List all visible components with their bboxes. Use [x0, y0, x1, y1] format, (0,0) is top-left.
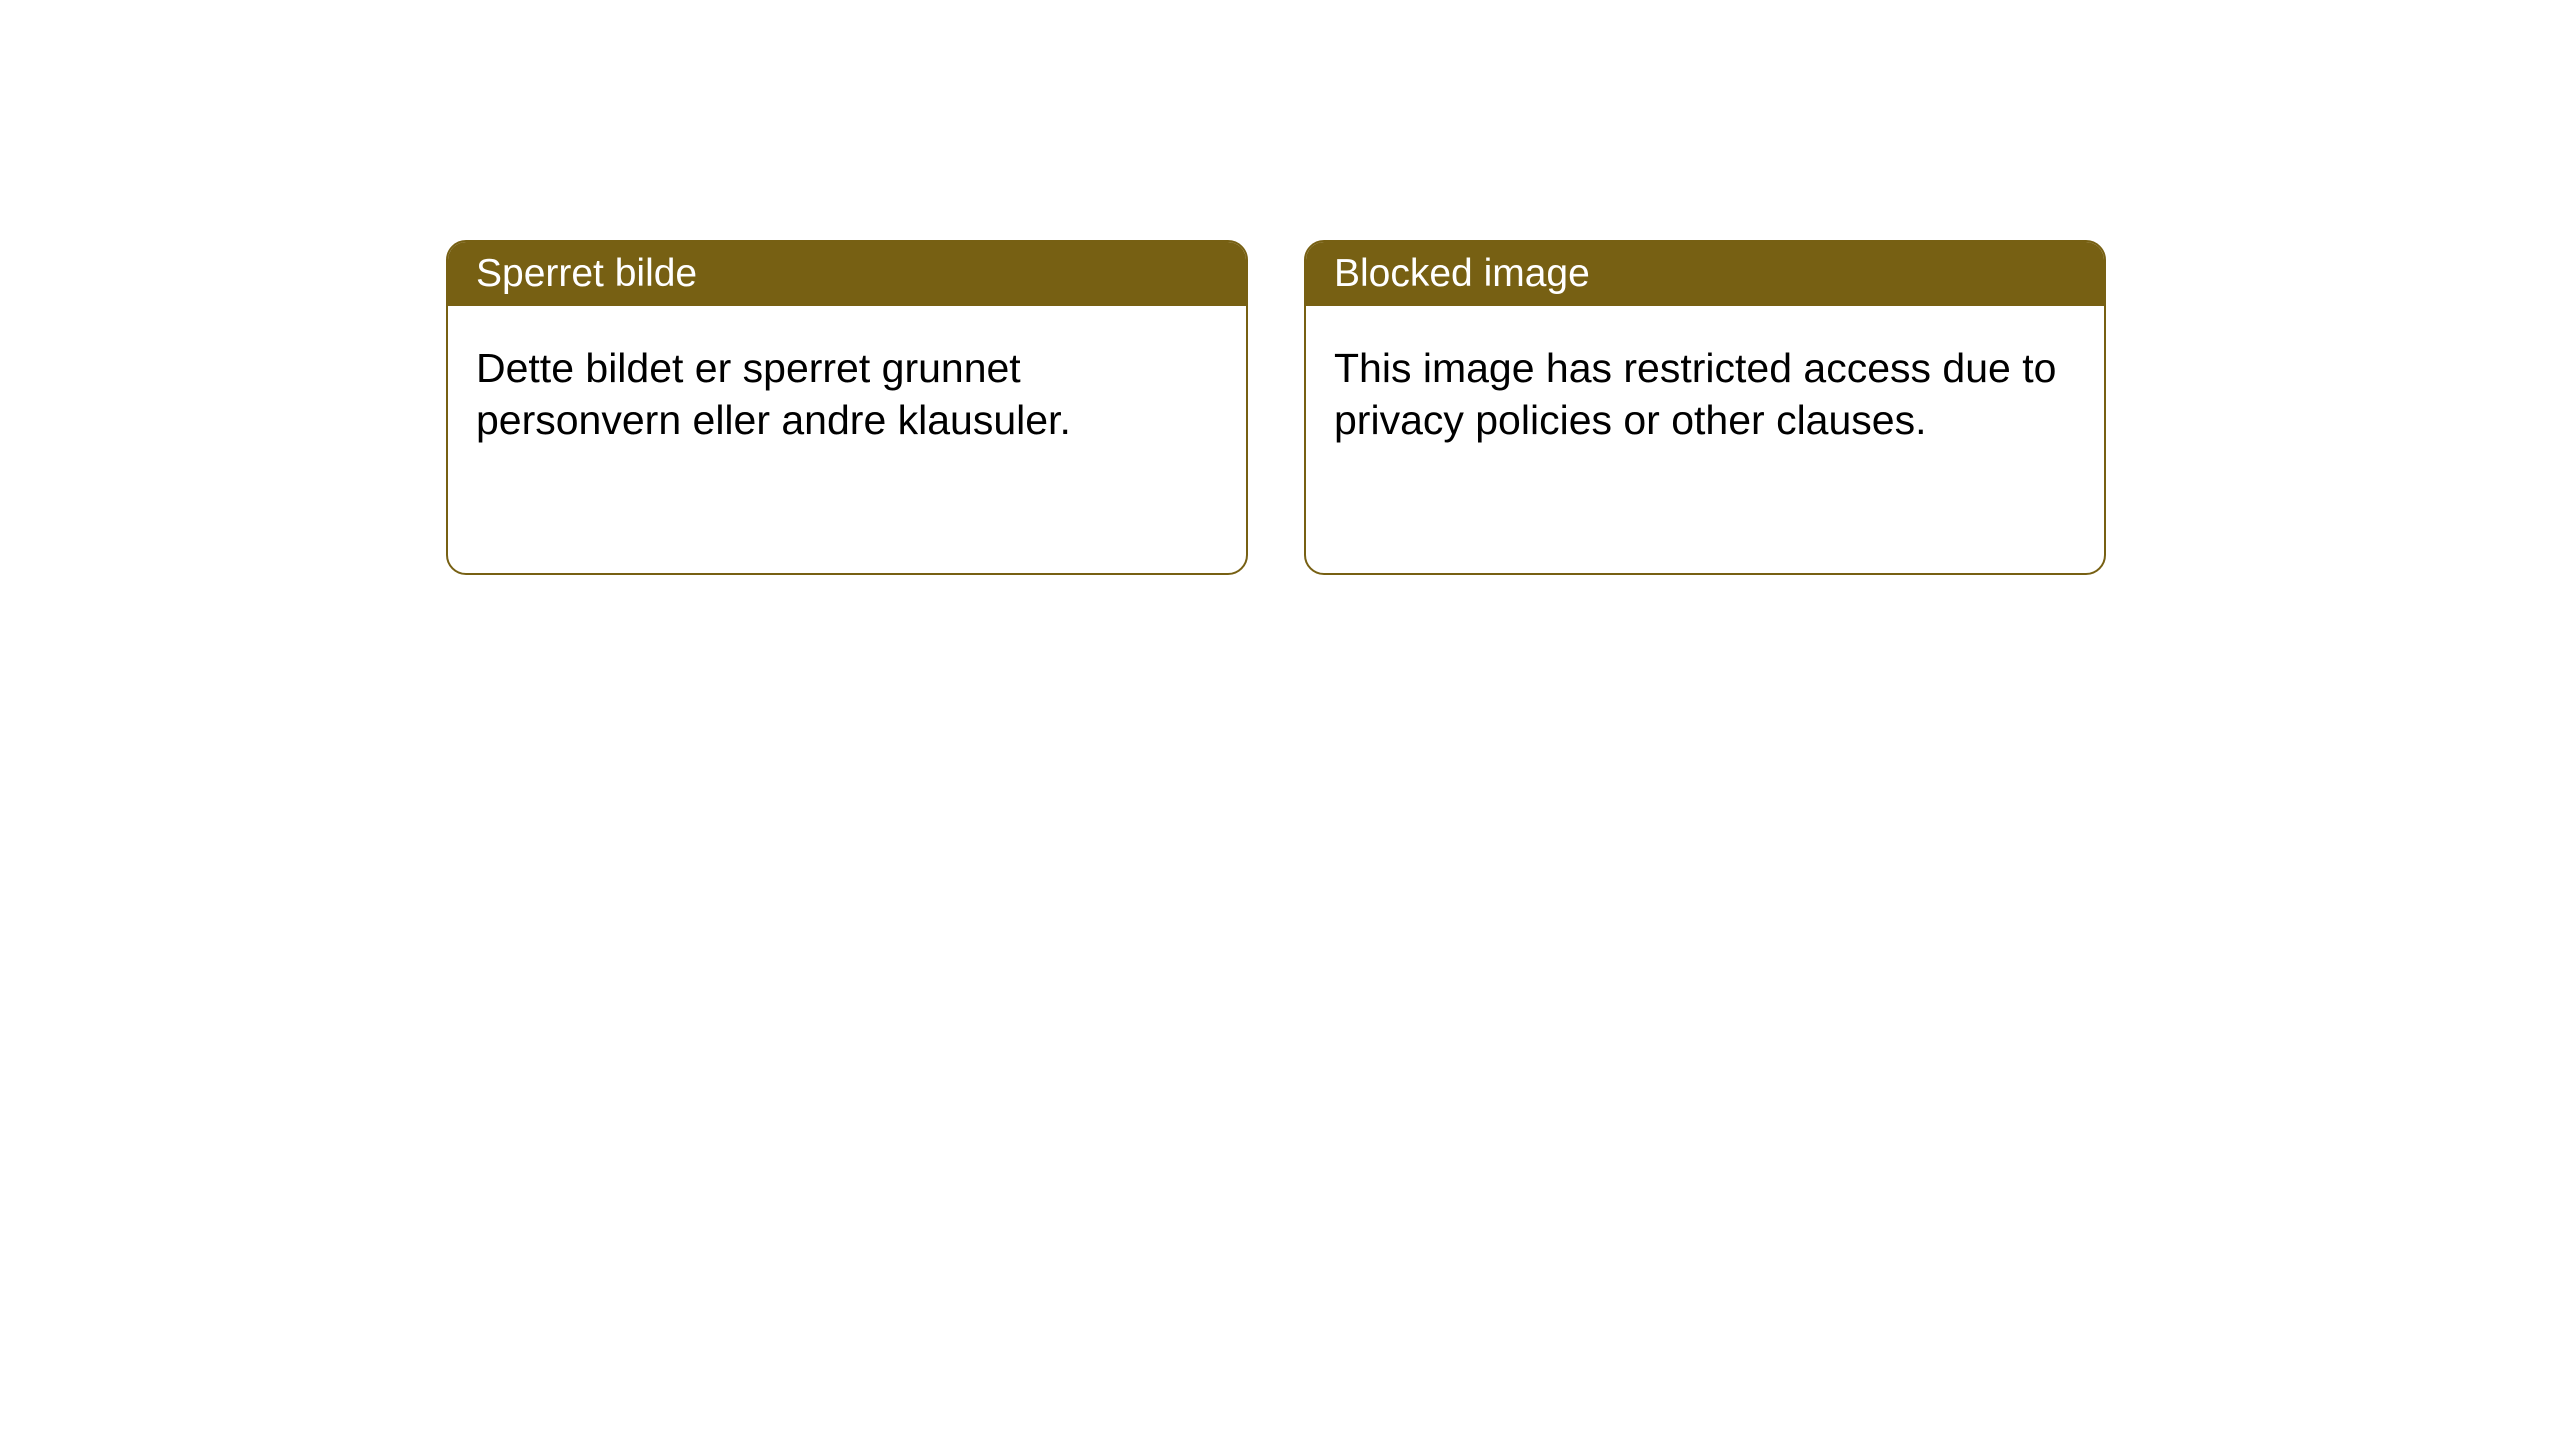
notice-text: This image has restricted access due to …	[1334, 345, 2056, 443]
notice-card-english: Blocked image This image has restricted …	[1304, 240, 2106, 575]
notice-header: Blocked image	[1306, 242, 2104, 306]
notice-title: Sperret bilde	[476, 252, 697, 295]
notice-header: Sperret bilde	[448, 242, 1246, 306]
notice-title: Blocked image	[1334, 252, 1590, 295]
notice-container: Sperret bilde Dette bildet er sperret gr…	[446, 240, 2106, 575]
notice-body: Dette bildet er sperret grunnet personve…	[448, 306, 1246, 573]
notice-card-norwegian: Sperret bilde Dette bildet er sperret gr…	[446, 240, 1248, 575]
notice-body: This image has restricted access due to …	[1306, 306, 2104, 573]
notice-text: Dette bildet er sperret grunnet personve…	[476, 345, 1071, 443]
